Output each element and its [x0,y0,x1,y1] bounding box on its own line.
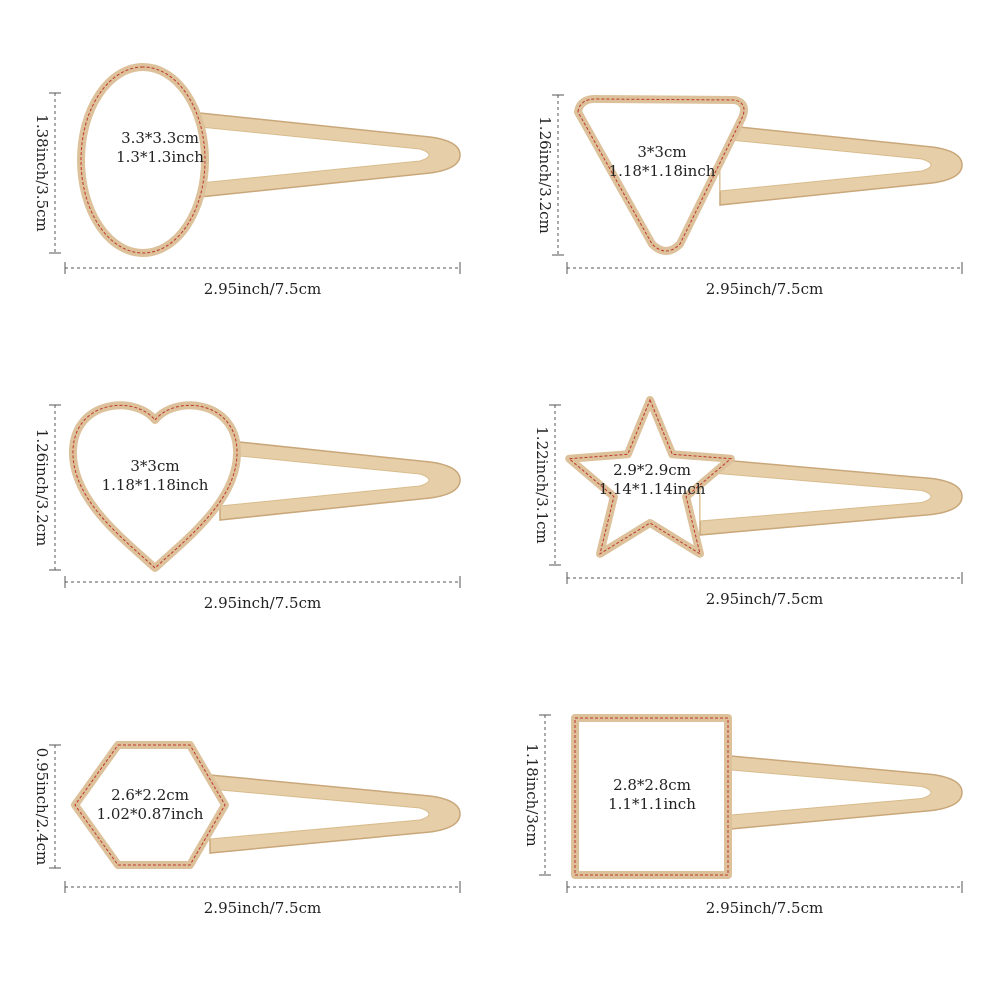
height-label: 1.26inch/3.2cm [33,429,51,546]
size-cm: 3*3cm [637,143,686,161]
size-cm: 2.6*2.2cm [111,786,189,804]
clip-slot [209,788,430,840]
size-inch: 1.3*1.3inch [116,148,204,166]
size-inch: 1.02*0.87inch [97,805,204,823]
clip-slot [219,453,430,507]
width-label: 2.95inch/7.5cm [706,899,823,917]
bezel-inner [80,66,206,254]
bezel-inner [74,744,226,866]
bezel-inner [574,717,729,876]
clip-slot [699,471,932,522]
height-label: 1.26inch/3.2cm [536,116,554,233]
bezel-inner [577,98,745,252]
bezel-inner [567,398,733,555]
clip-slot [719,768,932,817]
height-label: 1.18inch/3cm [523,743,541,846]
size-cm: 3.3*3.3cm [121,129,199,147]
height-label: 1.38inch/3.5cm [33,114,51,231]
width-label: 2.95inch/7.5cm [204,280,321,298]
width-label: 2.95inch/7.5cm [706,590,823,608]
height-label: 0.95inch/2.4cm [33,748,51,865]
bezel-inner [72,404,238,569]
height-label: 1.22inch/3.1cm [533,426,551,543]
size-inch: 1.18*1.18inch [609,162,716,180]
size-cm: 2.8*2.8cm [613,776,691,794]
size-cm: 2.9*2.9cm [613,461,691,479]
size-cm: 3*3cm [130,457,179,475]
width-label: 2.95inch/7.5cm [204,899,321,917]
width-label: 2.95inch/7.5cm [204,594,321,612]
width-label: 2.95inch/7.5cm [706,280,823,298]
size-inch: 1.1*1.1inch [608,795,696,813]
clip-slot [719,138,932,192]
size-inch: 1.14*1.14inch [599,480,706,498]
clip-slot [189,125,430,185]
size-inch: 1.18*1.18inch [102,476,209,494]
